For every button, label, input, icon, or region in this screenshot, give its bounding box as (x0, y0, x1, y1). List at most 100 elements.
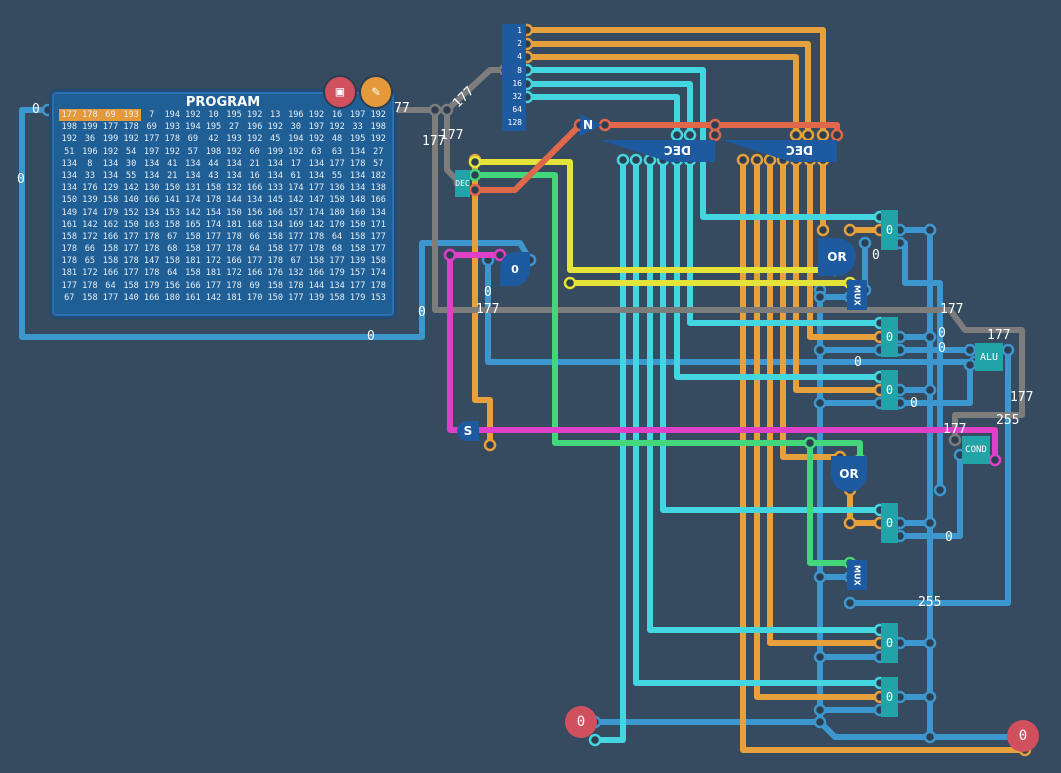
pencil-icon[interactable]: ✎ (359, 75, 393, 109)
program-cell[interactable]: 27 (373, 146, 384, 157)
program-rom[interactable]: PROGRAM 177 178 69 193 7 194 192 10 195 192 13 196 1… (52, 92, 394, 316)
program-cell[interactable]: 16 (249, 170, 260, 181)
program-cell[interactable]: 178 (226, 244, 242, 255)
program-cell[interactable]: 197 (349, 110, 366, 120)
program-cell[interactable]: 66 (84, 244, 96, 255)
program-cell[interactable]: 197 (308, 122, 325, 133)
program-cell[interactable]: 157 (288, 207, 304, 218)
program-cell[interactable]: 154 (205, 207, 222, 218)
program-cell[interactable]: 194 (185, 122, 201, 133)
program-cell[interactable]: 55 (331, 170, 343, 181)
program-cell[interactable]: 134 (329, 280, 345, 291)
program-cell[interactable]: 139 (82, 195, 98, 206)
wire-bit-orange[interactable] (527, 27, 826, 135)
wire-yellow[interactable] (475, 159, 835, 273)
program-cell[interactable]: 63 (331, 146, 343, 157)
cond-unit[interactable]: COND (962, 436, 990, 464)
program-cell[interactable]: 179 (102, 207, 119, 218)
register[interactable]: 0 (881, 677, 898, 717)
program-cell[interactable]: 192 (102, 146, 119, 157)
program-cell[interactable]: 158 (123, 280, 139, 291)
program-cell[interactable]: 193 (226, 134, 242, 145)
program-cell[interactable]: 64 (167, 268, 178, 279)
program-cell[interactable]: 68 (167, 244, 178, 255)
register[interactable]: 0 (881, 370, 898, 410)
program-cell[interactable]: 177 (205, 280, 222, 291)
program-cell[interactable]: 158 (205, 183, 222, 194)
program-cell[interactable]: 199 (102, 134, 119, 145)
program-cell[interactable]: 177 (329, 158, 345, 169)
program-cell[interactable]: 178 (164, 134, 181, 145)
program-cell[interactable]: 158 (185, 231, 201, 242)
program-cell[interactable]: 142 (185, 207, 201, 218)
program-cell[interactable]: 178 (226, 280, 242, 291)
program-cell[interactable]: 141 (164, 195, 181, 206)
program-cell[interactable]: 41 (167, 158, 178, 169)
program-cell[interactable]: 192 (308, 110, 325, 120)
program-cell[interactable]: 158 (164, 219, 181, 230)
program-cell[interactable]: 63 (311, 146, 322, 157)
program-cell[interactable]: 180 (329, 207, 345, 218)
program-cell[interactable]: 177 (59, 109, 80, 122)
or-gate-top[interactable]: OR (818, 238, 856, 276)
program-cell[interactable]: 177 (246, 256, 263, 267)
program-cell[interactable]: 134 (267, 170, 283, 181)
wire-byte-wire[interactable] (850, 350, 1011, 606)
program-cell[interactable]: 64 (331, 231, 343, 242)
program-cell[interactable]: 174 (370, 268, 386, 279)
program-cell[interactable]: 33 (352, 122, 363, 133)
program-cell[interactable]: 180 (164, 292, 181, 303)
program-cell[interactable]: 158 (61, 231, 78, 242)
program-cell[interactable]: 142 (123, 183, 139, 194)
program-cell[interactable]: 134 (143, 158, 160, 169)
program-cell[interactable]: 148 (349, 195, 366, 206)
program-cell[interactable]: 150 (226, 207, 242, 218)
program-cell[interactable]: 61 (290, 170, 301, 181)
program-cell[interactable]: 158 (185, 268, 201, 279)
program-cell[interactable]: 179 (329, 268, 345, 279)
program-cell[interactable]: 194 (288, 134, 304, 145)
program-cell[interactable]: 134 (143, 170, 160, 181)
program-cell[interactable]: 30 (125, 158, 137, 169)
wire-bus-gray[interactable] (432, 110, 1025, 440)
program-cell[interactable]: 177 (102, 122, 119, 133)
program-cell[interactable]: 134 (61, 183, 78, 194)
program-cell[interactable]: 178 (61, 256, 78, 267)
program-cell[interactable]: 158 (102, 244, 119, 255)
wire-byte-wire[interactable] (900, 240, 943, 490)
program-cell[interactable]: 162 (102, 219, 119, 230)
program-cell[interactable]: 172 (82, 268, 98, 279)
program-cell[interactable]: 192 (246, 134, 263, 145)
program-cell[interactable]: 177 (123, 231, 139, 242)
program-cell[interactable]: 177 (308, 183, 325, 194)
program-cell[interactable]: 174 (288, 183, 304, 194)
program-cell[interactable]: 178 (61, 244, 78, 255)
program-cell[interactable]: 147 (143, 256, 160, 267)
program-cell[interactable]: 158 (164, 256, 181, 267)
program-cell[interactable]: 181 (61, 268, 78, 279)
program-cell[interactable]: 158 (349, 244, 366, 255)
program-cell[interactable]: 153 (370, 292, 386, 303)
program-cell[interactable]: 174 (82, 207, 98, 218)
program-cell[interactable]: 134 (143, 207, 160, 218)
program-cell[interactable]: 21 (249, 158, 260, 169)
program-cell[interactable]: 166 (308, 268, 325, 279)
program-cell[interactable]: 177 (288, 244, 304, 255)
program-cell[interactable]: 163 (143, 219, 160, 230)
program-cell[interactable]: 158 (267, 231, 283, 242)
wire-bit-orange[interactable] (740, 160, 1025, 753)
program-cell[interactable]: 144 (308, 280, 325, 291)
bit-splitter[interactable]: 1 2 4 8 16 32 64 128 (502, 24, 526, 131)
program-cell[interactable]: 172 (82, 231, 98, 242)
mux-bottom[interactable]: MUX (847, 560, 867, 590)
program-cell[interactable]: 136 (329, 183, 345, 194)
program-cell[interactable]: 150 (61, 195, 78, 206)
program-cell[interactable]: 69 (100, 109, 121, 122)
wire-magenta[interactable] (447, 255, 998, 460)
program-cell[interactable]: 152 (123, 207, 139, 218)
program-cell[interactable]: 64 (105, 280, 116, 291)
program-cell[interactable]: 156 (164, 280, 181, 291)
program-cell[interactable]: 194 (164, 110, 181, 120)
program-cell[interactable]: 134 (349, 146, 366, 157)
program-cell[interactable]: 134 (370, 207, 386, 218)
